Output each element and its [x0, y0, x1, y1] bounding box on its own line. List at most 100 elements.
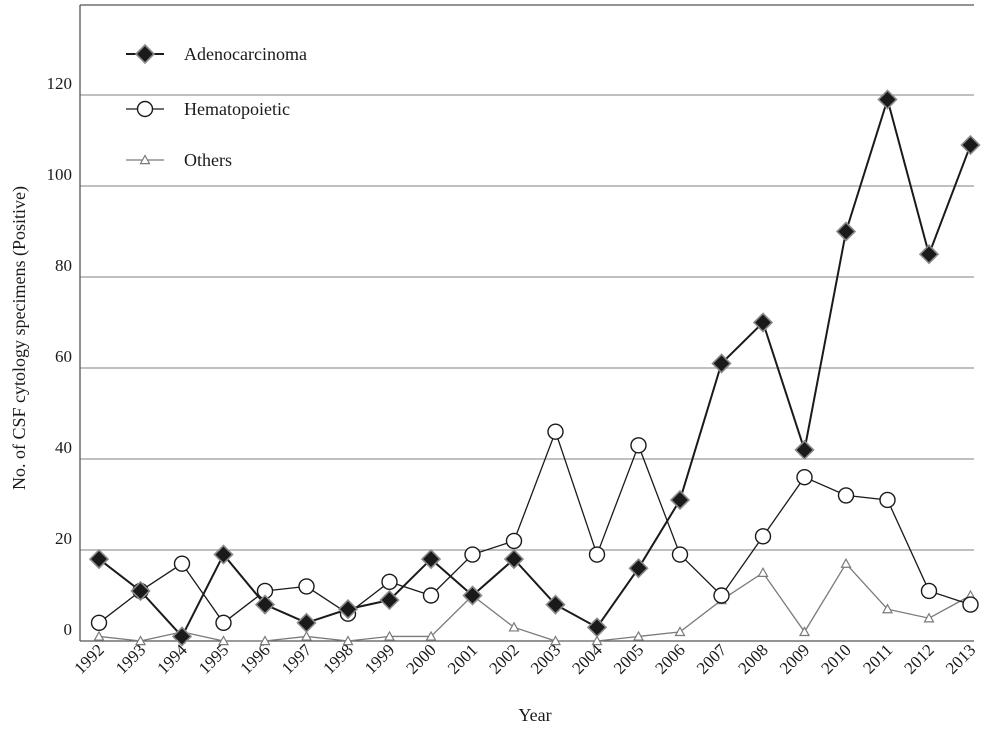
hematopoietic-point: [381, 573, 398, 591]
hematopoietic-point: [671, 546, 689, 563]
x-tick-label: 2008: [734, 640, 771, 677]
hematopoietic-point: [754, 528, 772, 545]
x-tick-label: 2006: [651, 640, 688, 677]
others-point: [259, 635, 271, 646]
adenocarcinoma-point: [960, 134, 981, 156]
others-point: [300, 630, 313, 641]
series-others: [93, 557, 977, 646]
adenocarcinoma-point: [88, 548, 110, 570]
x-tick-label: 2011: [859, 640, 896, 677]
adenocarcinoma-point: [134, 43, 156, 65]
legend-item: Hematopoietic: [126, 99, 290, 119]
y-tick-label: 80: [55, 256, 72, 275]
adenocarcinoma-point: [628, 558, 649, 579]
x-tick-label: 2010: [817, 640, 854, 677]
adenocarcinoma-point: [503, 548, 525, 570]
hematopoietic-point: [547, 423, 564, 440]
adenocarcinoma-point: [752, 312, 774, 333]
series-line: [98, 562, 971, 642]
x-tick-label: 2001: [444, 640, 481, 677]
others-point: [549, 635, 562, 646]
x-tick-labels: 1992 1993 1994 1995 1996 1997 1998 1999 2000 2001…: [70, 640, 979, 678]
others-point: [342, 635, 354, 646]
hematopoietic-point: [879, 491, 896, 509]
x-tick-label: 2000: [402, 640, 439, 677]
series-line: [98, 429, 971, 624]
hematopoietic-point: [796, 469, 813, 486]
series-hematopoietic: [90, 423, 979, 631]
adenocarcinoma-point: [918, 244, 940, 265]
y-tick-labels: 0 20 40 60 80 100 120: [47, 74, 73, 639]
legend-item: Others: [126, 150, 232, 170]
others-point: [139, 154, 151, 165]
others-point: [508, 621, 520, 632]
hematopoietic-point: [136, 100, 154, 118]
x-tick-label: 2005: [610, 640, 647, 677]
adenocarcinoma-point: [545, 594, 566, 615]
legend: Adenocarcinoma Hematopoietic Others: [126, 43, 307, 170]
y-tick-label: 60: [55, 347, 72, 366]
adenocarcinoma-point: [171, 626, 193, 647]
legend-label: Hematopoietic: [184, 99, 290, 119]
adenocarcinoma-point: [586, 617, 608, 638]
others-point: [674, 626, 686, 637]
x-axis-title: Year: [518, 705, 551, 725]
x-tick-label: 2004: [568, 640, 606, 678]
others-point: [591, 635, 603, 646]
x-tick-label: 2012: [900, 640, 937, 677]
others-point: [425, 630, 437, 641]
hematopoietic-point: [298, 578, 315, 595]
y-tick-label: 20: [55, 529, 72, 548]
x-tick-label: 1992: [70, 640, 107, 677]
hematopoietic-point: [173, 555, 191, 572]
x-tick-label: 2013: [942, 640, 979, 677]
others-point: [632, 630, 645, 641]
hematopoietic-point: [630, 437, 647, 454]
x-tick-label: 1994: [153, 640, 191, 678]
adenocarcinoma-point: [296, 612, 317, 633]
hematopoietic-point: [505, 532, 523, 550]
x-tick-label: 2002: [485, 640, 522, 677]
y-tick-label: 0: [64, 620, 73, 639]
adenocarcinoma-point: [669, 489, 691, 511]
hematopoietic-point: [920, 582, 938, 600]
others-point: [881, 603, 894, 614]
adenocarcinoma-point: [130, 580, 151, 602]
x-tick-label: 1993: [112, 640, 149, 677]
others-point: [134, 635, 147, 646]
x-tick-label: 2007: [693, 640, 731, 678]
others-point: [923, 612, 935, 623]
others-point: [840, 557, 852, 568]
y-tick-label: 100: [47, 165, 73, 184]
y-tick-label: 120: [47, 74, 73, 93]
hematopoietic-point: [713, 587, 730, 604]
series: [88, 89, 981, 647]
x-tick-label: 1996: [236, 640, 273, 677]
hematopoietic-point: [464, 546, 481, 563]
y-tick-label: 40: [55, 438, 72, 457]
others-point: [93, 630, 105, 641]
adenocarcinoma-point: [711, 353, 732, 374]
x-tick-label: 2003: [527, 640, 564, 677]
hematopoietic-point: [837, 487, 855, 504]
hematopoietic-point: [422, 587, 440, 604]
x-tick-label: 2009: [776, 640, 813, 677]
x-tick-label: 1998: [319, 640, 356, 677]
legend-label: Adenocarcinoma: [184, 44, 307, 64]
adenocarcinoma-point: [379, 589, 400, 611]
adenocarcinoma-point: [462, 585, 483, 606]
others-point: [383, 630, 396, 641]
others-point: [217, 635, 230, 646]
hematopoietic-point: [90, 614, 108, 631]
legend-item: Adenocarcinoma: [126, 43, 307, 65]
adenocarcinoma-point: [835, 221, 857, 242]
others-point: [757, 567, 769, 577]
legend-label: Others: [184, 150, 232, 170]
adenocarcinoma-point: [420, 548, 442, 570]
y-axis-title: No. of CSF cytology specimens (Positive): [9, 186, 30, 490]
adenocarcinoma-point: [794, 439, 815, 461]
hematopoietic-point: [215, 614, 232, 631]
adenocarcinoma-point: [254, 594, 276, 615]
hematopoietic-point: [588, 546, 606, 563]
